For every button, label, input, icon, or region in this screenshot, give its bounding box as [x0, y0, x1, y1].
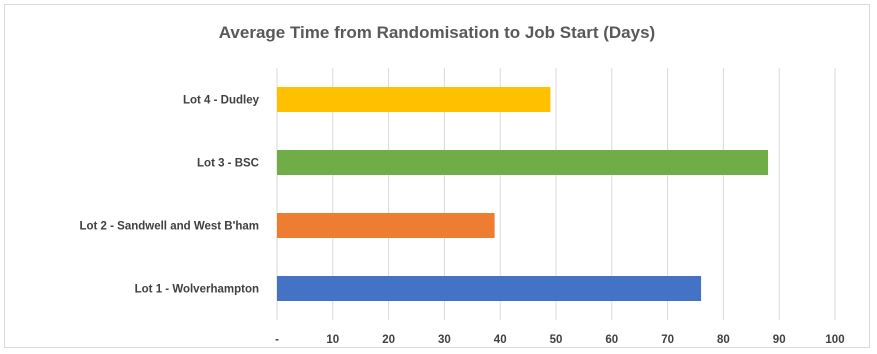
- chart-title: Average Time from Randomisation to Job S…: [218, 23, 656, 42]
- x-tick-label: -: [275, 334, 279, 346]
- category-label: Lot 1 - Wolverhampton: [135, 284, 259, 296]
- bar: [277, 213, 495, 238]
- bar: [277, 87, 551, 112]
- bar: [277, 276, 702, 301]
- x-tick-label: 100: [825, 334, 844, 346]
- x-tick-label: 20: [382, 334, 395, 346]
- x-tick-label: 80: [717, 334, 730, 346]
- x-tick-label: 90: [773, 334, 786, 346]
- category-label: Lot 3 - BSC: [197, 158, 259, 170]
- bars: [277, 87, 769, 301]
- x-tick-label: 10: [326, 334, 339, 346]
- bar: [277, 150, 769, 175]
- x-tick-label: 40: [494, 334, 507, 346]
- category-label: Lot 2 - Sandwell and West B'ham: [79, 221, 259, 233]
- x-tick-label: 70: [661, 334, 674, 346]
- tick-labels: - 10 20 30 40 50 60 70 80 90 100: [275, 334, 845, 346]
- x-tick-label: 60: [605, 334, 618, 346]
- x-tick-label: 50: [550, 334, 563, 346]
- category-label: Lot 4 - Dudley: [183, 95, 260, 107]
- category-labels: Lot 4 - Dudley Lot 3 - BSC Lot 2 - Sandwel…: [79, 95, 259, 296]
- x-tick-label: 30: [438, 334, 451, 346]
